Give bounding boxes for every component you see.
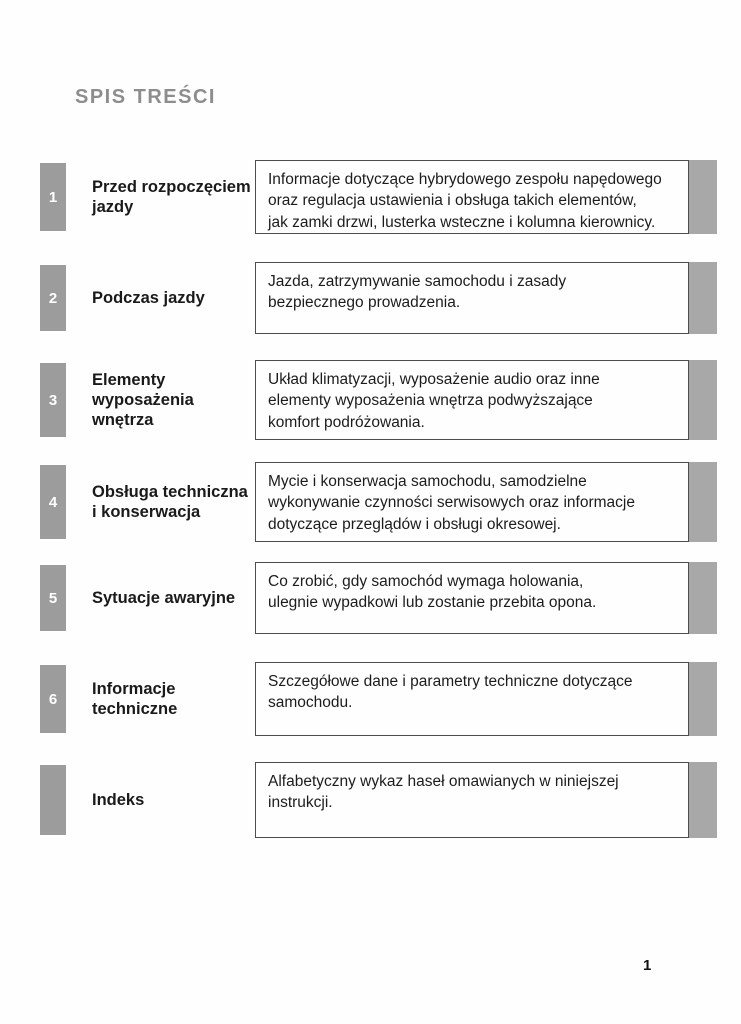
chapter-number: 3 [48,391,58,409]
chapter-label: Przed rozpoczęciem jazdy [92,177,251,216]
chapter-description-wrap: Szczegółowe dane i parametry techniczne … [255,662,717,736]
chapter-description-wrap: Układ klimatyzacji, wyposażenie audio or… [255,360,717,440]
toc-row-chapter-4: 4 Obsługa techniczna i konserwacja Mycie… [40,462,717,542]
chapter-label: Sytuacje awaryjne [92,588,236,607]
chapter-number-tab: 5 [40,565,66,631]
chapter-description: Co zrobić, gdy samochód wymaga holowania… [268,573,597,612]
chapter-description-box: Mycie i konserwacja samochodu, samodziel… [255,462,689,542]
toc-row-chapter-2: 2 Podczas jazdy Jazda, zatrzymywanie sam… [40,262,717,334]
chapter-label: Obsługa techniczna i konserwacja [92,482,248,521]
index-tab [40,765,66,835]
chapter-label: Podczas jazdy [92,288,205,307]
chapter-description: Mycie i konserwacja samochodu, samodziel… [268,473,635,533]
chapter-number-tab: 2 [40,265,66,331]
toc-row-chapter-6: 6 Informacje techniczne Szczegółowe dane… [40,662,717,736]
chapter-label: Elementy wyposażenia wnętrza [92,370,194,430]
chapter-end-strip [689,160,717,234]
chapter-description-box: Co zrobić, gdy samochód wymaga holowania… [255,562,689,634]
chapter-label: Indeks [92,790,145,809]
chapter-description-wrap: Alfabetyczny wykaz haseł omawianych w ni… [255,762,717,838]
chapter-end-strip [689,562,717,634]
chapter-end-strip [689,762,717,838]
chapter-number-tab: 1 [40,163,66,231]
chapter-label: Informacje techniczne [92,679,178,718]
chapter-description: Układ klimatyzacji, wyposażenie audio or… [268,371,600,431]
chapter-description: Jazda, zatrzymywanie samochodu i zasady … [268,273,567,312]
chapter-description-box: Alfabetyczny wykaz haseł omawianych w ni… [255,762,689,838]
chapter-description: Szczegółowe dane i parametry techniczne … [268,673,633,712]
chapter-description-box: Układ klimatyzacji, wyposażenie audio or… [255,360,689,440]
toc-row-chapter-1: 1 Przed rozpoczęciem jazdy Informacje do… [40,160,717,234]
chapter-number: 5 [48,589,58,607]
chapter-number: 1 [48,188,58,206]
chapter-description-wrap: Jazda, zatrzymywanie samochodu i zasady … [255,262,717,334]
chapter-description: Informacje dotyczące hybrydowego zespołu… [268,171,662,231]
chapter-description-box: Jazda, zatrzymywanie samochodu i zasady … [255,262,689,334]
chapter-description-wrap: Informacje dotyczące hybrydowego zespołu… [255,160,717,234]
chapter-description-box: Informacje dotyczące hybrydowego zespołu… [255,160,689,234]
chapter-end-strip [689,662,717,736]
toc-row-chapter-3: 3 Elementy wyposażenia wnętrza Układ kli… [40,360,717,440]
chapter-number-tab: 6 [40,665,66,733]
chapter-number-tab: 3 [40,363,66,437]
chapter-number: 6 [48,690,58,708]
chapter-end-strip [689,360,717,440]
chapter-end-strip [689,462,717,542]
chapter-description-wrap: Mycie i konserwacja samochodu, samodziel… [255,462,717,542]
chapter-description: Alfabetyczny wykaz haseł omawianych w ni… [268,773,619,812]
toc-row-index: Indeks Alfabetyczny wykaz haseł omawiany… [40,762,717,838]
chapter-number: 4 [48,493,58,511]
toc-row-chapter-5: 5 Sytuacje awaryjne Co zrobić, gdy samoc… [40,562,717,634]
chapter-end-strip [689,262,717,334]
chapter-number: 2 [48,289,58,307]
chapter-description-wrap: Co zrobić, gdy samochód wymaga holowania… [255,562,717,634]
chapter-description-box: Szczegółowe dane i parametry techniczne … [255,662,689,736]
page-title: SPIS TREŚCI [75,86,216,108]
chapter-number-tab: 4 [40,465,66,539]
page-number: 1 [643,957,652,974]
